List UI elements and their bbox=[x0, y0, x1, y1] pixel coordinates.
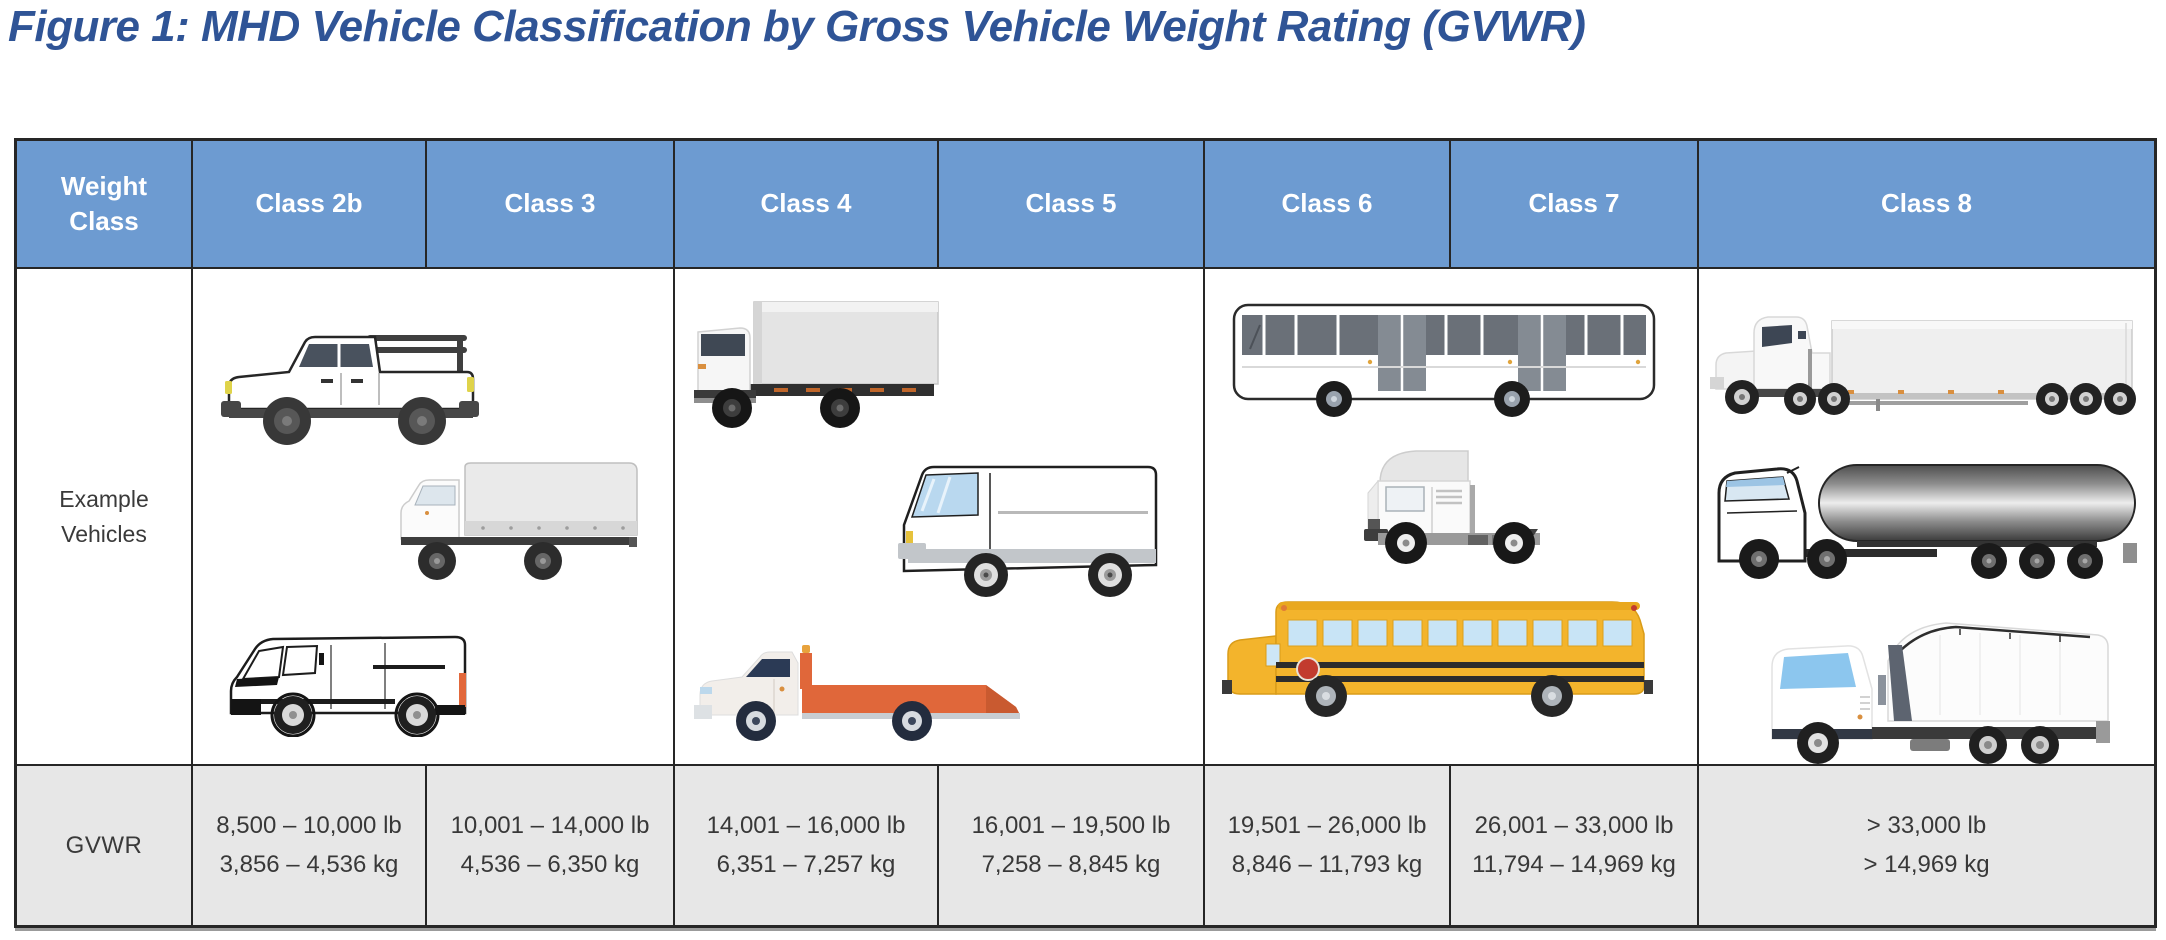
gvwr-kg: 11,794 – 14,969 kg bbox=[1472, 850, 1676, 878]
row-label-gvwr: GVWR bbox=[17, 766, 191, 925]
vehicle-classification-table: Weight Class Class 2b Class 3 Class 4 Cl… bbox=[14, 138, 2157, 928]
header-class-5: Class 5 bbox=[939, 141, 1203, 267]
gvwr-class-4: 14,001 – 16,000 lb 6,351 – 7,257 kg bbox=[675, 766, 937, 925]
row-label-example-vehicles: Example Vehicles bbox=[17, 269, 191, 764]
step-van-illustration bbox=[894, 453, 1164, 603]
gvwr-kg: > 14,969 kg bbox=[1863, 850, 1990, 878]
gvwr-lb: 19,501 – 26,000 lb bbox=[1227, 811, 1427, 839]
gvwr-lb: 26,001 – 33,000 lb bbox=[1474, 811, 1674, 839]
gvwr-lb: 8,500 – 10,000 lb bbox=[216, 811, 402, 839]
gvwr-class-5: 16,001 – 19,500 lb 7,258 – 8,845 kg bbox=[939, 766, 1203, 925]
box-truck-illustration bbox=[690, 294, 942, 429]
gvwr-kg: 8,846 – 11,793 kg bbox=[1231, 850, 1423, 878]
vehicles-cell-class-4-5 bbox=[675, 269, 1203, 764]
figure-caption: Figure 1: MHD Vehicle Classification by … bbox=[8, 2, 1586, 51]
semi-tractor-cab-illustration bbox=[1328, 445, 1563, 568]
flatbed-tow-truck-illustration bbox=[690, 627, 1024, 741]
tanker-truck-illustration bbox=[1707, 443, 2140, 580]
header-class-4: Class 4 bbox=[675, 141, 937, 267]
flatbed-tarp-truck-illustration bbox=[393, 461, 641, 585]
semi-trailer-truck-illustration bbox=[1708, 305, 2137, 418]
corner-header-weight-class: Weight Class bbox=[17, 141, 191, 267]
header-class-6: Class 6 bbox=[1205, 141, 1449, 267]
gvwr-class-6: 19,501 – 26,000 lb 8,846 – 11,793 kg bbox=[1205, 766, 1449, 925]
gvwr-lb: 16,001 – 19,500 lb bbox=[971, 811, 1171, 839]
gvwr-kg: 6,351 – 7,257 kg bbox=[716, 850, 896, 878]
gvwr-class-7: 26,001 – 33,000 lb 11,794 – 14,969 kg bbox=[1451, 766, 1697, 925]
school-bus-illustration bbox=[1222, 590, 1660, 720]
header-class-2b: Class 2b bbox=[193, 141, 425, 267]
gvwr-lb: > 33,000 lb bbox=[1866, 811, 1987, 839]
pickup-truck-illustration bbox=[217, 317, 482, 457]
refuse-truck-illustration bbox=[1760, 605, 2113, 764]
header-class-3: Class 3 bbox=[427, 141, 673, 267]
vehicles-cell-class-6-7 bbox=[1205, 269, 1697, 764]
gvwr-kg: 3,856 – 4,536 kg bbox=[219, 850, 399, 878]
vehicles-cell-class-2b-3 bbox=[193, 269, 673, 764]
gvwr-class-2b: 8,500 – 10,000 lb 3,856 – 4,536 kg bbox=[193, 766, 425, 925]
gvwr-class-8: > 33,000 lb > 14,969 kg bbox=[1699, 766, 2154, 925]
vehicles-cell-class-8 bbox=[1699, 269, 2154, 764]
gvwr-kg: 4,536 – 6,350 kg bbox=[460, 850, 640, 878]
shuttle-bus-illustration bbox=[1230, 301, 1658, 418]
gvwr-kg: 7,258 – 8,845 kg bbox=[981, 850, 1161, 878]
header-class-7: Class 7 bbox=[1451, 141, 1697, 267]
cargo-van-illustration bbox=[221, 625, 479, 737]
gvwr-lb: 14,001 – 16,000 lb bbox=[706, 811, 906, 839]
header-class-8: Class 8 bbox=[1699, 141, 2154, 267]
gvwr-lb: 10,001 – 14,000 lb bbox=[450, 811, 650, 839]
gvwr-class-3: 10,001 – 14,000 lb 4,536 – 6,350 kg bbox=[427, 766, 673, 925]
